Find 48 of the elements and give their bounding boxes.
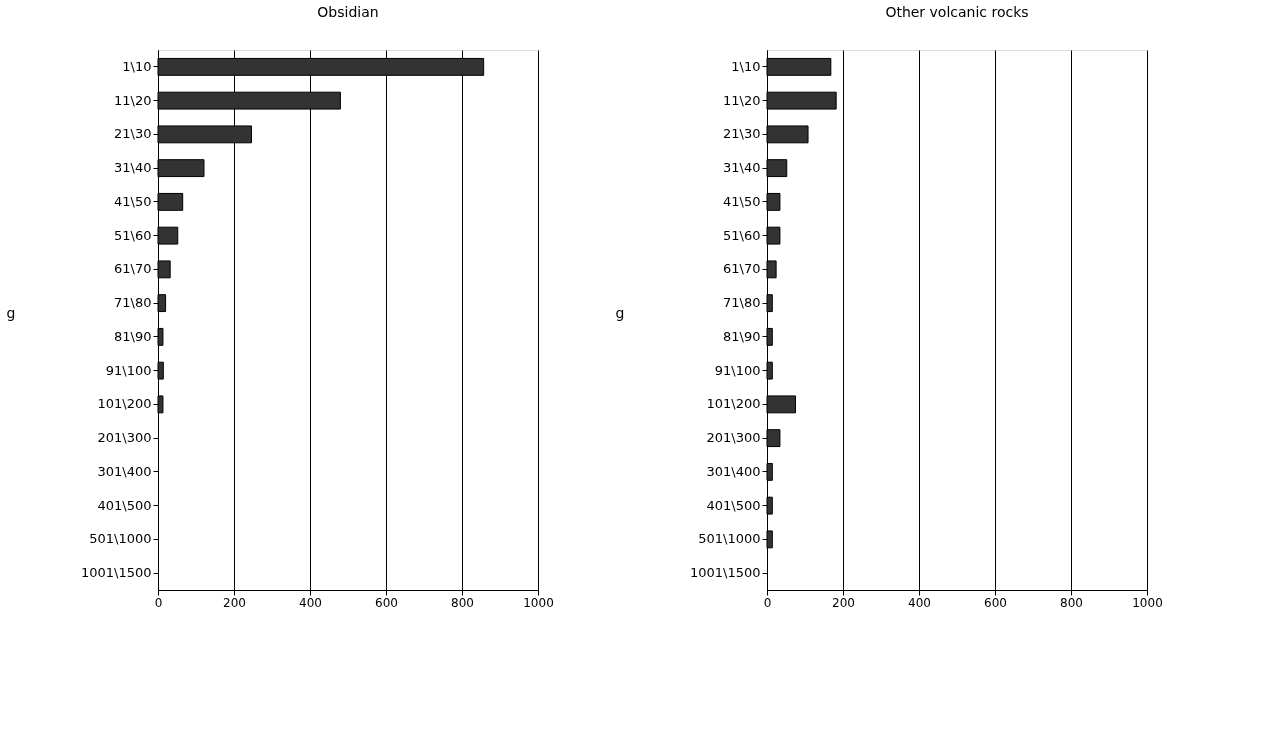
y-tick-label: 101\200 [706,396,761,412]
y-tick-label: 501\1000 [89,531,152,547]
chart-title: Other volcanic rocks [885,4,1029,20]
y-tick-label: 401\500 [97,497,152,513]
y-tick-label: 21\30 [723,126,761,142]
y-tick-label: 1001\1500 [689,565,761,581]
y-tick-label: 51\60 [114,227,152,243]
y-tick-label: 201\300 [97,430,152,446]
y-tick-label: 101\200 [97,396,152,412]
y-tick-label: 21\30 [114,126,152,142]
x-tick-label: 600 [375,595,398,610]
y-tick-label: 31\40 [723,160,761,176]
y-tick-label: 11\20 [114,92,152,108]
y-tick-label: 91\100 [105,362,152,378]
y-tick-label: 71\80 [723,295,761,311]
y-tick-label: 51\60 [723,227,761,243]
y-tick-label: 1\10 [731,58,761,74]
y-tick-label: 81\90 [114,328,152,344]
y-tick-label: 91\100 [714,362,761,378]
x-tick-label: 0 [154,595,163,610]
y-tick-label: 301\400 [97,463,152,479]
y-tick-label: 31\40 [114,160,152,176]
y-tick-label: 1001\1500 [80,565,152,581]
x-tick-label: 400 [299,595,322,610]
y-tick-label: 41\50 [114,193,152,209]
y-tick-label: 11\20 [723,92,761,108]
y-tick-label: 61\70 [723,261,761,277]
y-tick-label: 301\400 [706,463,761,479]
chart-title: Obsidian [317,4,379,20]
y-axis-title: g [6,304,16,321]
y-tick-label: 1\10 [122,58,152,74]
y-tick-label: 71\80 [114,295,152,311]
y-axis-title: g [615,304,625,321]
x-tick-label: 200 [832,595,855,610]
x-tick-label: 800 [1060,595,1083,610]
y-tick-label: 61\70 [114,261,152,277]
y-tick-label: 401\500 [706,497,761,513]
x-tick-label: 800 [451,595,474,610]
x-tick-label: 600 [984,595,1007,610]
x-tick-label: 1000 [1132,595,1163,610]
x-tick-label: 0 [763,595,772,610]
x-tick-label: 200 [223,595,246,610]
y-tick-label: 501\1000 [698,531,761,547]
y-tick-label: 81\90 [723,328,761,344]
y-tick-label: 41\50 [723,193,761,209]
x-tick-label: 400 [908,595,931,610]
y-tick-label: 201\300 [706,430,761,446]
x-tick-label: 1000 [523,595,554,610]
